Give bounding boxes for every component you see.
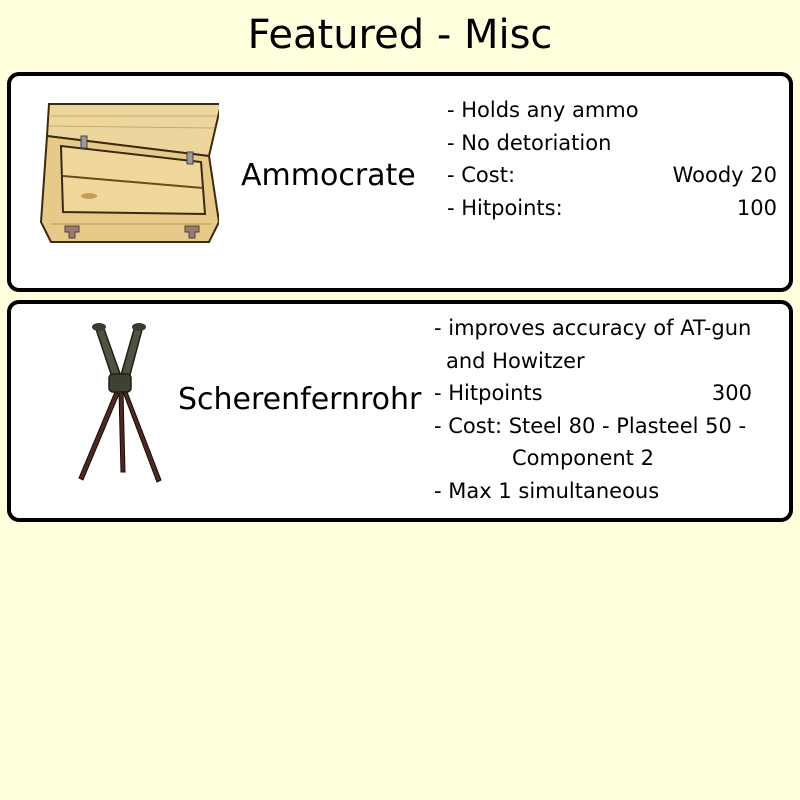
hitpoints-value: 100 (736, 195, 777, 220)
hitpoints-label: - Hitpoints: (447, 195, 563, 220)
cost-label: - Cost: (447, 163, 516, 187)
cost-value: Woody 20 (672, 163, 777, 187)
cost-row: - Cost: Woody 20 (447, 159, 777, 192)
hitpoints-row: - Hitpoints: 100 (447, 192, 777, 225)
stat-text: - improves accuracy of AT-gun (434, 316, 752, 340)
stat-line: - Holds any ammo (447, 94, 777, 127)
item-name: Scherenfernrohr (178, 382, 422, 417)
cost-row: Component 2 (434, 442, 764, 475)
stat-text: and Howitzer (446, 348, 585, 373)
scissors-periscope-icon (78, 323, 162, 483)
stat-text: - No detoriation (447, 130, 612, 155)
item-stats: - Holds any ammo - No detoriation - Cost… (447, 94, 777, 224)
item-name: Ammocrate (241, 158, 416, 193)
cost-row: - Cost: Steel 80 - Plasteel 50 - (434, 410, 764, 443)
item-card-scherenfernrohr: Scherenfernrohr - improves accuracy of A… (7, 300, 793, 522)
page-title: Featured - Misc (247, 12, 553, 58)
stat-line: - improves accuracy of AT-gun (434, 312, 764, 345)
hitpoints-value: 300 (711, 381, 752, 405)
stat-line: - No detoriation (447, 127, 777, 160)
ammo-crate-icon (39, 103, 219, 243)
hitpoints-row: - Hitpoints 300 (434, 377, 764, 410)
item-stats: - improves accuracy of AT-gun and Howitz… (434, 312, 764, 507)
cost-text: Component 2 (512, 446, 654, 470)
stat-line: - Max 1 simultaneous (434, 475, 764, 508)
stat-text: - Holds any ammo (447, 98, 639, 122)
stat-text: - Max 1 simultaneous (434, 478, 660, 503)
item-card-ammocrate: Ammocrate - Holds any ammo - No detoriat… (7, 72, 793, 292)
hitpoints-label: - Hitpoints (434, 381, 543, 405)
stat-line: and Howitzer (434, 345, 764, 378)
cost-text: - Cost: Steel 80 - Plasteel 50 - (434, 413, 747, 438)
